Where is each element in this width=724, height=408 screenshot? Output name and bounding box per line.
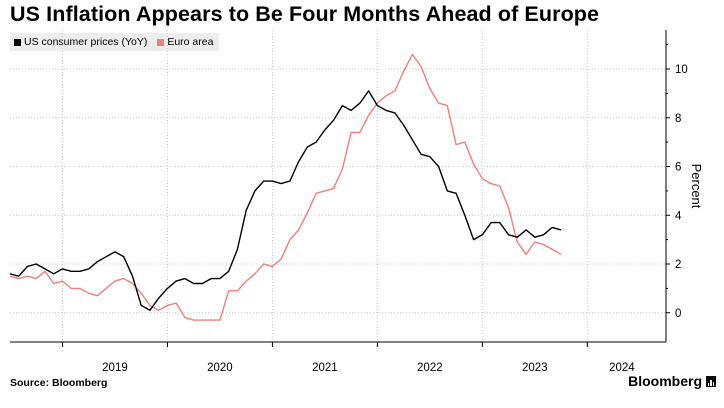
bloomberg-mark-icon [706,375,716,387]
y-tick-label: 6 [675,162,681,174]
y-tick-label: 0 [675,308,681,320]
y-tick-label: 10 [675,64,688,76]
y-axis-label: Percent [689,164,704,209]
series-line-euro [9,53,562,321]
brand-logo: Bloomberg [628,373,716,389]
source-note: Source: Bloomberg [10,377,108,389]
chart-title: US Inflation Appears to Be Four Months A… [10,2,600,26]
series-line-us [9,90,562,311]
legend-swatch-us [14,38,21,46]
x-tick-label: 2022 [417,362,443,374]
y-tick-label: 8 [675,113,681,125]
y-tick-label: 2 [675,259,681,271]
x-tick-label: 2019 [102,362,128,374]
y-tick-label: 4 [675,210,682,222]
x-tick-label: 2024 [609,362,635,374]
x-tick-label: 2020 [207,362,233,374]
legend-label-euro: Euro area [167,36,214,48]
legend-item-us: US consumer prices (YoY) [14,36,147,48]
legend-item-euro: Euro area [157,36,213,48]
x-tick-label: 2021 [312,362,338,374]
brand-name: Bloomberg [628,373,702,389]
legend-swatch-euro [157,38,165,46]
legend-label-us: US consumer prices (YoY) [24,36,148,48]
legend: US consumer prices (YoY) Euro area [10,33,220,51]
x-tick-label: 2023 [522,362,548,374]
